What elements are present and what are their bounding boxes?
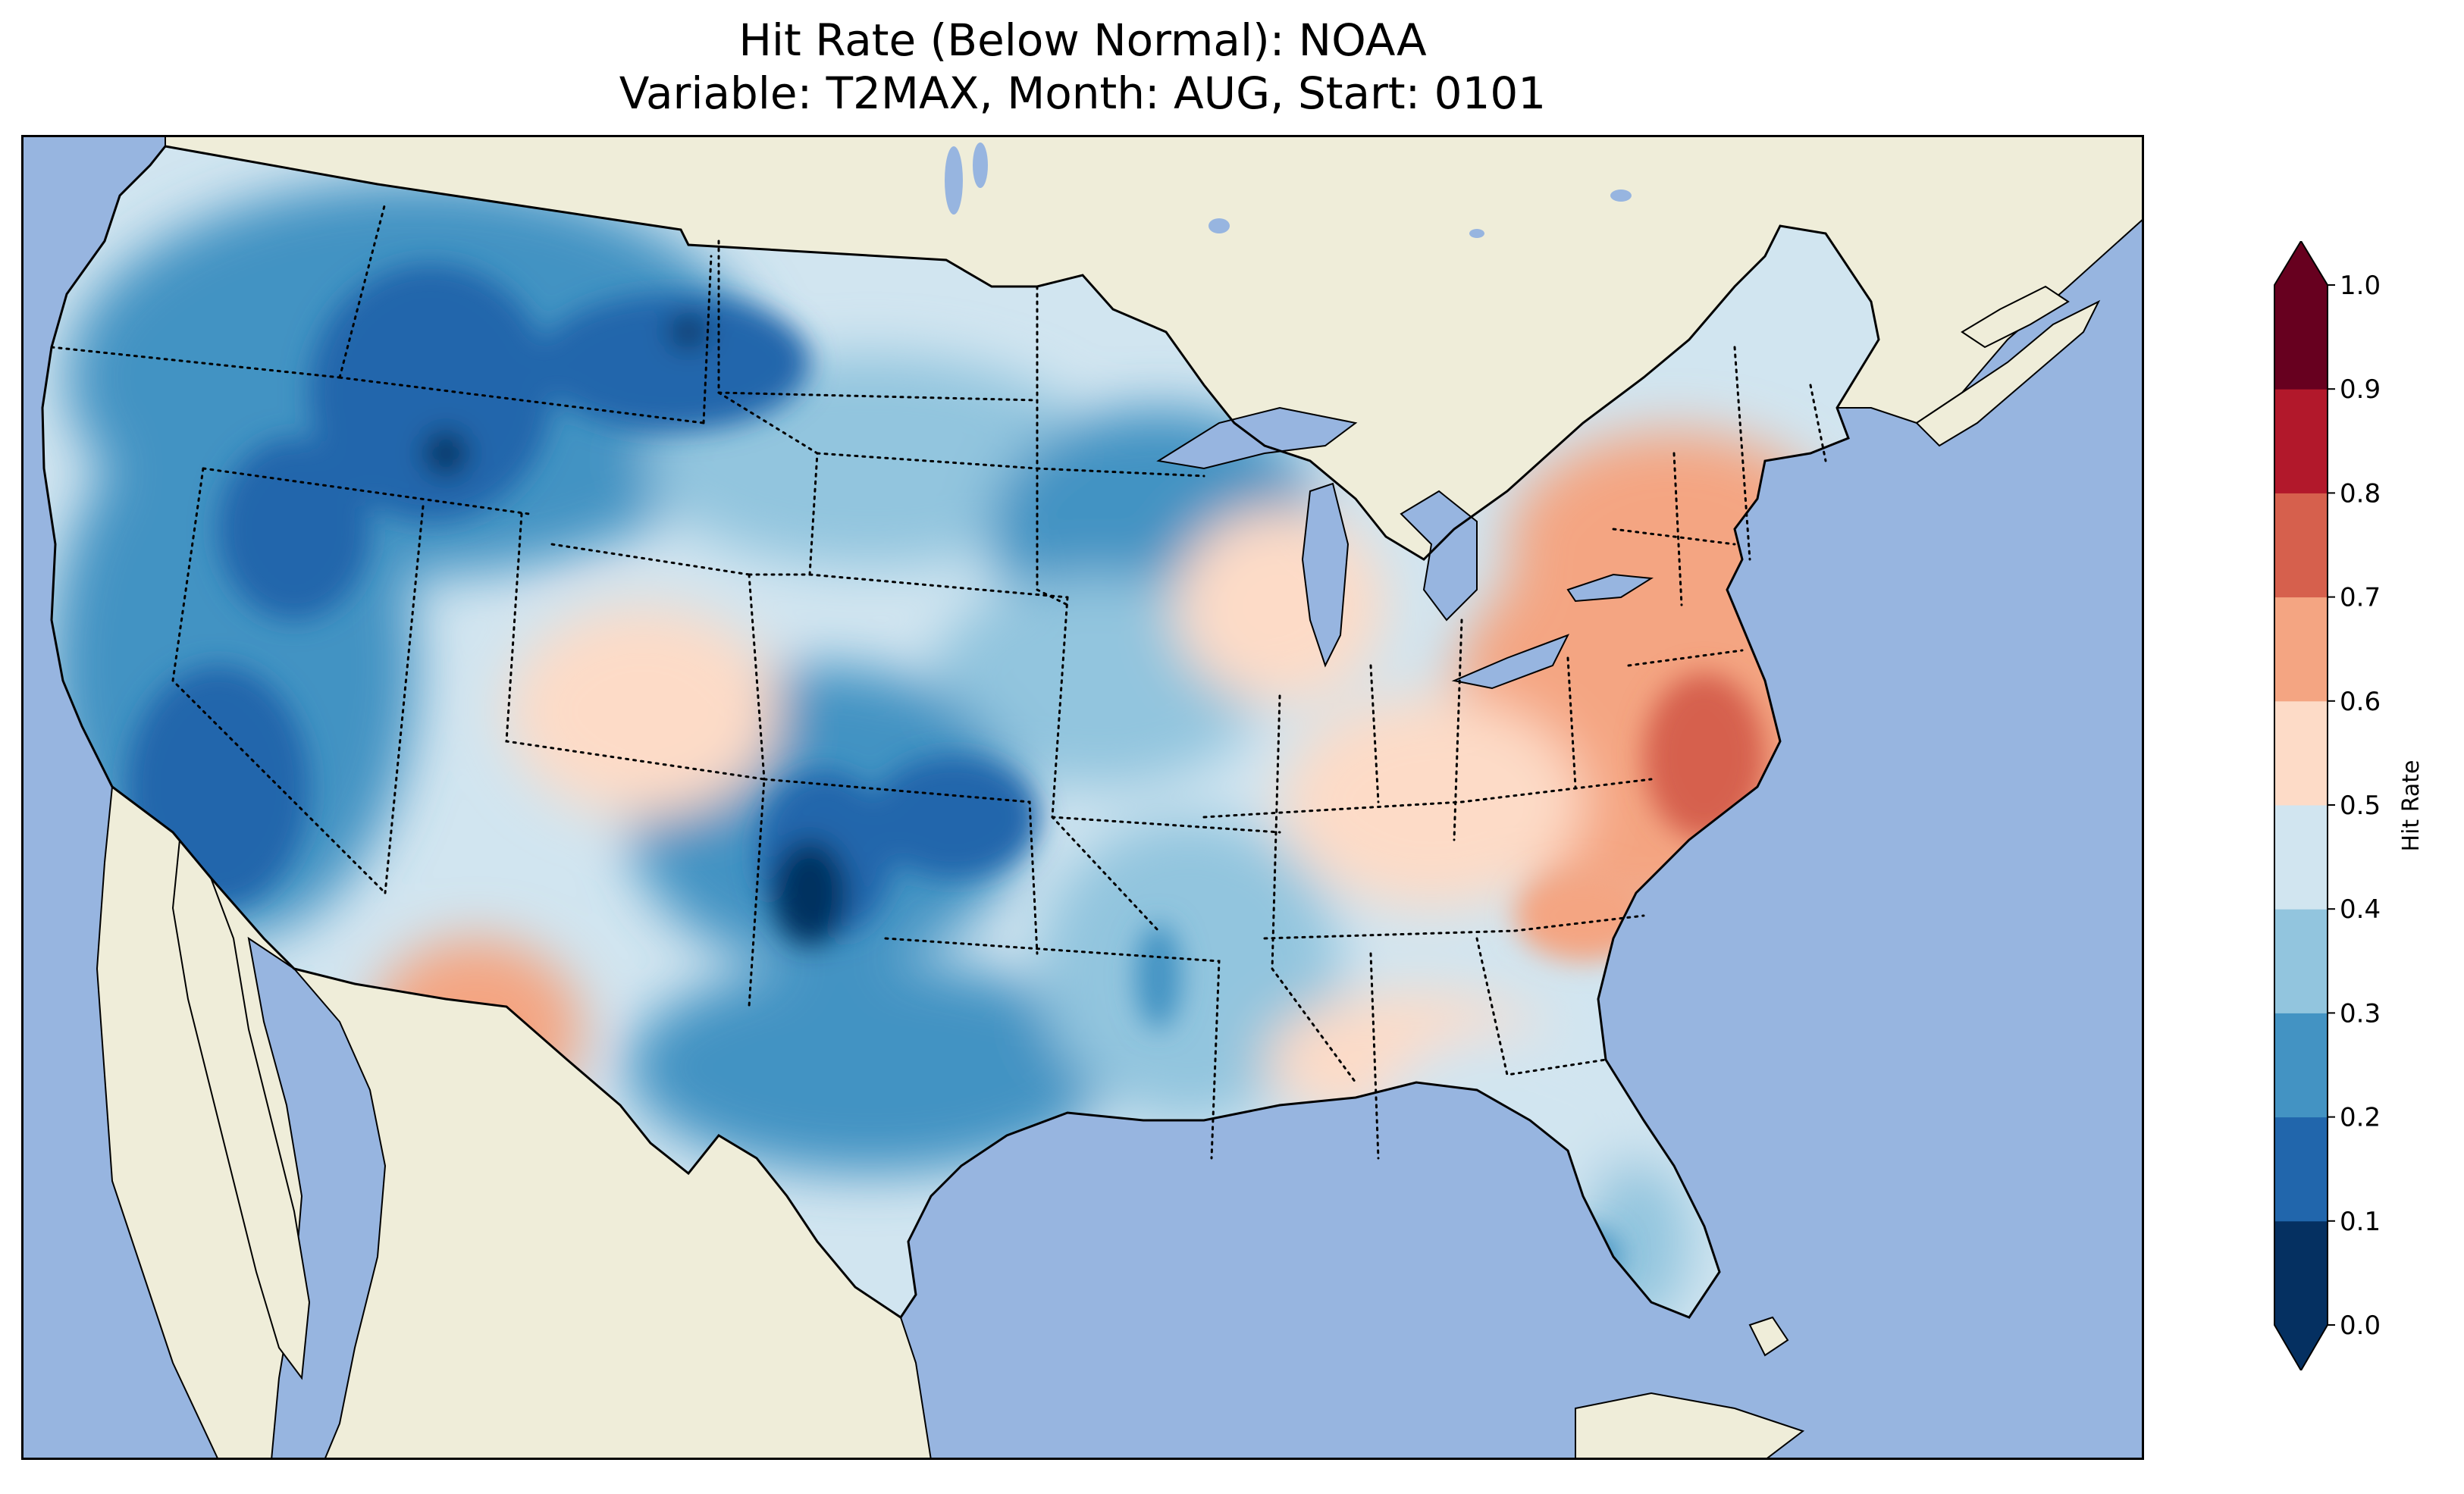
lake-ontario bbox=[1566, 573, 1654, 603]
gulf-of-california bbox=[247, 936, 387, 1460]
colorbar: 0.0 0.1 0.2 0.3 0.4 0.5 0.6 0.7 0.8 0.9 1.0 Hit Ra… bbox=[2259, 240, 2426, 1372]
colorbar-tick-label: 0.0 bbox=[2340, 1311, 2381, 1341]
colorbar-segments bbox=[2274, 240, 2328, 1372]
colorbar-segment bbox=[2274, 597, 2328, 702]
colorbar-tick-label: 0.5 bbox=[2340, 791, 2381, 821]
lake-canada-2 bbox=[1469, 229, 1484, 238]
lake-canada-3 bbox=[1610, 189, 1632, 202]
colorbar-tick-label: 0.6 bbox=[2340, 687, 2381, 717]
colorbar-tick-label: 0.8 bbox=[2340, 478, 2381, 509]
colorbar-tick-label: 0.7 bbox=[2340, 583, 2381, 613]
title-line-2: Variable: T2MAX, Month: AUG, Start: 0101 bbox=[619, 67, 1547, 119]
bahamas-island bbox=[1748, 1316, 1789, 1357]
colorbar-tick-label: 0.4 bbox=[2340, 894, 2381, 925]
colorbar-extend-max bbox=[2274, 241, 2328, 285]
colorbar-segment bbox=[2274, 700, 2328, 806]
title-line-1: Hit Rate (Below Normal): NOAA bbox=[738, 14, 1427, 66]
colorbar-ticks: 0.0 0.1 0.2 0.3 0.4 0.5 0.6 0.7 0.8 0.9 1.0 bbox=[2328, 271, 2381, 1341]
colorbar-segment bbox=[2274, 1013, 2328, 1118]
colorbar-label: Hit Rate bbox=[2398, 760, 2425, 852]
map-panel[interactable] bbox=[21, 135, 2144, 1460]
lake-erie bbox=[1451, 634, 1570, 690]
colorbar-tick-label: 0.9 bbox=[2340, 374, 2381, 405]
maritime-landmass bbox=[1915, 299, 2101, 447]
colorbar-segment bbox=[2274, 805, 2328, 910]
colorbar-segment bbox=[2274, 1220, 2328, 1326]
lake-canada-1 bbox=[1208, 218, 1230, 233]
state-borders bbox=[50, 202, 1827, 1160]
lake-michigan bbox=[1301, 482, 1350, 668]
colorbar-tick-label: 0.2 bbox=[2340, 1103, 2381, 1133]
colorbar-segment bbox=[2274, 493, 2328, 598]
lake-manitoba bbox=[973, 143, 988, 188]
figure-title: Hit Rate (Below Normal): NOAA Variable: … bbox=[21, 14, 2144, 120]
colorbar-tick-label: 0.1 bbox=[2340, 1207, 2381, 1237]
map-svg[interactable] bbox=[21, 135, 2144, 1460]
colorbar-tick-label: 1.0 bbox=[2340, 271, 2381, 301]
lake-superior bbox=[1156, 406, 1358, 470]
baja-landmass bbox=[171, 830, 311, 1380]
cuba-landmass bbox=[1575, 1392, 1805, 1460]
lake-winnipeg bbox=[945, 146, 963, 215]
pei-landmass bbox=[1961, 285, 2070, 349]
colorbar-segment bbox=[2274, 389, 2328, 493]
colorbar-svg: 0.0 0.1 0.2 0.3 0.4 0.5 0.6 0.7 0.8 0.9 1.0 Hit Ra… bbox=[2274, 240, 2425, 1372]
colorbar-extend-min bbox=[2274, 1325, 2328, 1370]
colorbar-tick-label: 0.3 bbox=[2340, 998, 2381, 1029]
colorbar-segment bbox=[2274, 1117, 2328, 1222]
colorbar-segment bbox=[2274, 909, 2328, 1013]
colorbar-segment bbox=[2274, 285, 2328, 390]
